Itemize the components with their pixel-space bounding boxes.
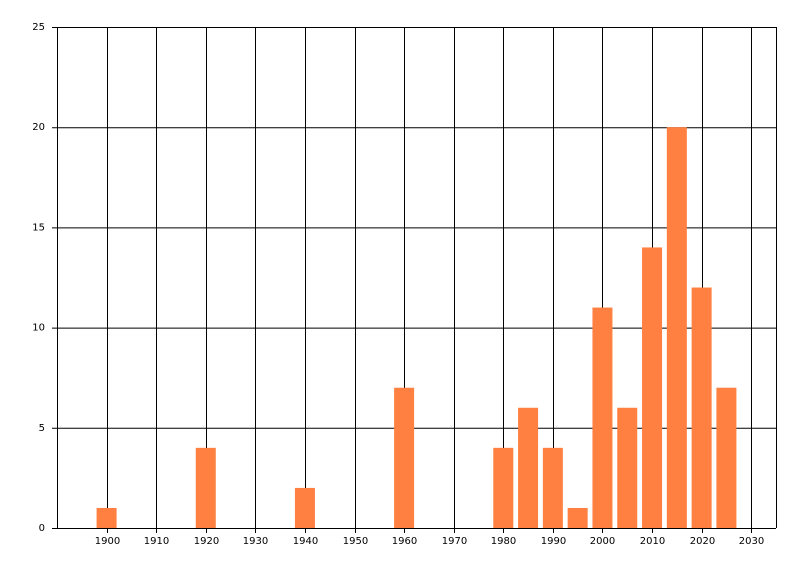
bar <box>666 127 687 528</box>
y-tick-label: 0 <box>39 523 45 534</box>
y-tick-label: 10 <box>32 323 45 334</box>
bar <box>542 447 563 528</box>
bar <box>617 407 638 528</box>
bar <box>567 507 588 528</box>
x-tick-label: 1960 <box>392 536 417 547</box>
x-tick-label: 2030 <box>739 536 764 547</box>
x-tick-label: 2000 <box>590 536 615 547</box>
x-tick-label: 1930 <box>243 536 268 547</box>
y-tick-label: 15 <box>32 222 45 233</box>
x-tick-label: 2020 <box>690 536 715 547</box>
x-tick-label: 1970 <box>442 536 467 547</box>
x-tick-label: 1900 <box>95 536 120 547</box>
bar <box>691 287 712 528</box>
x-tick-label: 2010 <box>640 536 665 547</box>
x-tick-label: 1980 <box>491 536 516 547</box>
y-tick-label: 20 <box>32 122 45 133</box>
x-tick-label: 1990 <box>541 536 566 547</box>
bar <box>394 387 415 528</box>
x-tick-label: 1950 <box>343 536 368 547</box>
bar <box>195 447 216 528</box>
x-tick-label: 1920 <box>194 536 219 547</box>
bar <box>493 447 514 528</box>
bar <box>96 507 117 528</box>
bar <box>716 387 737 528</box>
x-tick-label: 1940 <box>293 536 318 547</box>
bar <box>294 487 315 528</box>
bar <box>518 407 539 528</box>
y-tick-label: 25 <box>32 22 45 33</box>
bar <box>592 307 613 528</box>
x-tick-label: 1910 <box>144 536 169 547</box>
bar <box>642 247 663 528</box>
y-tick-label: 5 <box>39 423 45 434</box>
